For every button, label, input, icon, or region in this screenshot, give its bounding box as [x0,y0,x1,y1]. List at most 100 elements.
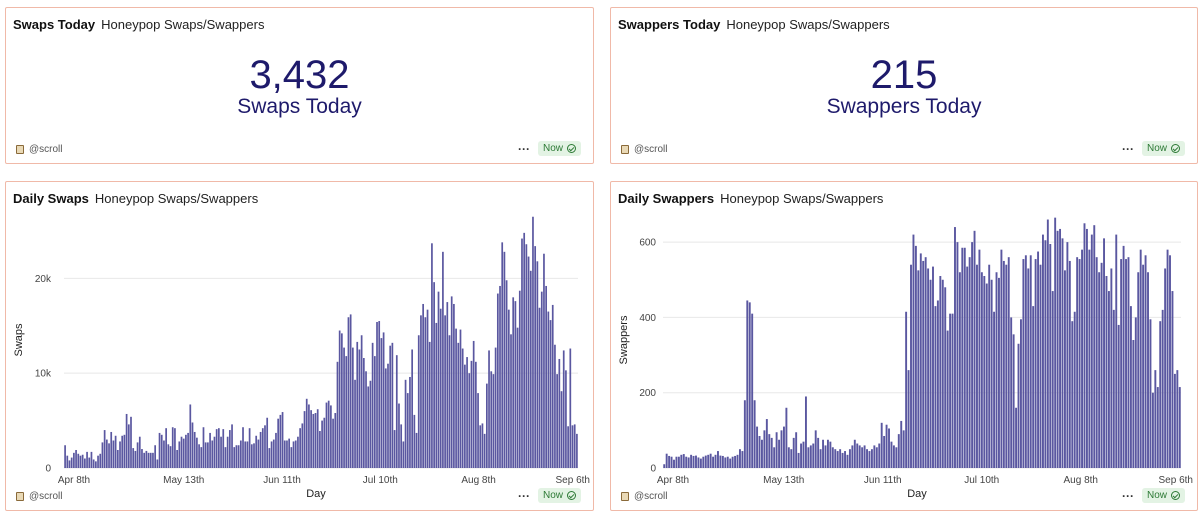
bar[interactable] [259,431,262,468]
bar[interactable] [209,432,211,468]
bar[interactable] [892,445,895,468]
bar[interactable] [1098,272,1101,468]
bar[interactable] [303,411,306,468]
bar[interactable] [1032,306,1035,468]
bar[interactable] [968,257,971,468]
bar[interactable] [448,335,451,468]
bar[interactable] [466,357,468,468]
bar[interactable] [224,447,227,468]
bar[interactable] [726,456,729,468]
bar[interactable] [998,277,1000,468]
bar[interactable] [442,251,444,468]
bar[interactable] [1088,249,1091,468]
bar[interactable] [804,396,807,468]
bar[interactable] [160,434,163,468]
bar[interactable] [158,432,161,468]
bar[interactable] [305,398,308,468]
bar[interactable] [413,414,416,468]
bar[interactable] [499,285,501,468]
bar[interactable] [125,413,128,468]
bar[interactable] [1110,268,1113,468]
bar[interactable] [147,452,150,468]
bar[interactable] [939,276,942,468]
bar[interactable] [92,459,95,468]
panel-subtitle[interactable]: Honeypop Swaps/Swappers [101,17,265,32]
bar[interactable] [699,458,702,468]
bar[interactable] [936,300,939,468]
bar[interactable] [88,457,91,468]
bar[interactable] [152,452,154,468]
bar[interactable] [1042,234,1044,468]
bar[interactable] [1095,257,1098,468]
bar[interactable] [341,333,343,468]
bar[interactable] [1127,257,1130,468]
bar[interactable] [836,451,839,468]
bar[interactable] [817,437,820,468]
bar[interactable] [536,261,539,468]
bar[interactable] [978,249,981,468]
bar[interactable] [1120,259,1123,468]
bar[interactable] [330,405,332,468]
bar[interactable] [1103,238,1105,468]
bar[interactable] [382,332,385,468]
bar[interactable] [993,311,996,468]
bar[interactable] [338,330,341,468]
bar[interactable] [1063,270,1066,468]
bar[interactable] [94,461,97,468]
bar[interactable] [692,455,695,468]
bar[interactable] [1037,251,1040,468]
bar[interactable] [1129,306,1132,468]
daily-swaps-chart[interactable]: 0 10k 20k Apr 8th May 13th Jun 11th Jul 10th Au… [6,182,595,512]
bar[interactable] [369,380,372,468]
panel-subtitle[interactable]: Honeypop Swaps/Swappers [726,17,890,32]
bar[interactable] [807,447,810,468]
bar[interactable] [1139,249,1142,468]
bar[interactable] [1154,370,1157,468]
more-options-icon[interactable]: ··· [1121,141,1134,156]
bar[interactable] [198,444,200,468]
bar[interactable] [426,309,429,468]
bar[interactable] [680,454,683,468]
owner-label[interactable]: @scroll [29,491,63,502]
bar[interactable] [204,442,207,468]
bar[interactable] [169,446,172,468]
bar[interactable] [1159,321,1162,468]
status-badge[interactable]: Now [537,141,581,156]
bar[interactable] [736,454,739,468]
bar[interactable] [534,246,537,468]
bar[interactable] [756,426,759,468]
bar[interactable] [890,441,893,468]
bar[interactable] [1027,268,1030,468]
bar[interactable] [551,304,554,468]
bar[interactable] [670,456,673,468]
bar[interactable] [1122,245,1125,468]
bar[interactable] [459,329,462,468]
bar[interactable] [202,427,205,468]
bar[interactable] [1071,321,1074,468]
bar[interactable] [149,452,152,468]
bar[interactable] [951,313,954,468]
bar[interactable] [741,451,744,468]
bar[interactable] [439,308,442,468]
bar[interactable] [770,437,773,468]
bar[interactable] [673,459,675,468]
bar[interactable] [231,424,233,468]
bar[interactable] [455,328,457,468]
bar[interactable] [180,436,183,468]
bar[interactable] [213,436,216,468]
bar[interactable] [861,447,864,468]
bar[interactable] [851,445,854,468]
bar[interactable] [1112,309,1115,468]
bar[interactable] [253,443,255,468]
bar[interactable] [523,232,526,468]
bar[interactable] [130,416,132,468]
bar[interactable] [1044,240,1047,468]
bar[interactable] [299,428,301,468]
bar[interactable] [549,320,552,468]
bar[interactable] [973,230,976,468]
panel-title[interactable]: Daily Swappers [618,191,715,206]
bar[interactable] [529,270,532,468]
bar[interactable] [783,426,785,468]
bar[interactable] [492,374,495,468]
bar[interactable] [360,335,363,468]
